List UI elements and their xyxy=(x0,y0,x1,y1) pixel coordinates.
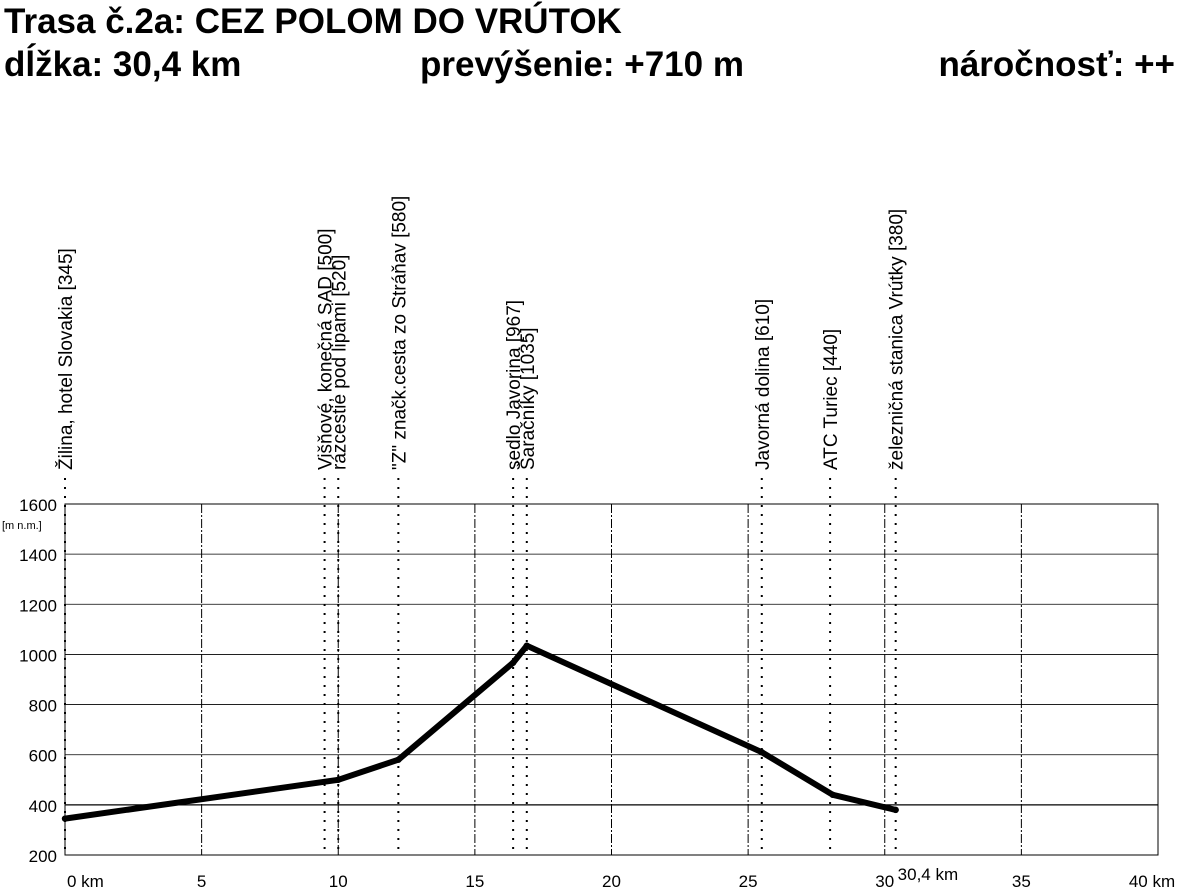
axis-ticks: 200 400 600 800 1000 1200 1400 1600 [m n.m.] 0 km… xyxy=(2,496,1175,888)
waypoint-label: železničná stanica Vrútky [380] xyxy=(887,209,908,470)
x-tick-label: 5 xyxy=(197,872,206,888)
waypoint-label: Žilina, hotel Slovakia [345] xyxy=(55,248,77,470)
y-tick-label: 800 xyxy=(29,697,57,716)
route-end-label: 30,4 km xyxy=(898,865,958,884)
waypoint-labels: Žilina, hotel Slovakia [345] Višňové, kon… xyxy=(55,196,908,470)
route-title: Trasa č.2a: CEZ POLOM DO VRÚTOK xyxy=(4,2,622,41)
route-elevation-gain: prevýšenie: +710 m xyxy=(420,45,744,84)
chart-grid xyxy=(64,503,1159,856)
elevation-point xyxy=(523,642,530,649)
route-difficulty: náročnosť: ++ xyxy=(938,45,1175,84)
elevation-point xyxy=(892,806,899,814)
y-tick-label: 1400 xyxy=(19,546,57,565)
elevation-point xyxy=(395,756,402,763)
y-tick-label: 1200 xyxy=(19,596,57,615)
x-tick-label: 40 km xyxy=(1129,872,1175,888)
x-tick-label: 25 xyxy=(739,872,758,888)
y-tick-label: 400 xyxy=(29,797,57,816)
elevation-series-line xyxy=(62,642,899,822)
y-axis-unit-label: [m n.m.] xyxy=(2,520,42,532)
waypoint-label: sedlo Javorina [967] xyxy=(504,300,525,470)
waypoint-label: rázcestie pod lipami [520] xyxy=(329,255,350,470)
route-length: dĺžka: 30,4 km xyxy=(4,45,242,84)
waypoint-label: Višňové, konečná SAD [500] xyxy=(316,228,337,470)
y-tick-label: 200 xyxy=(29,847,57,866)
x-tick-label: 30 xyxy=(875,872,894,888)
elevation-point xyxy=(829,791,837,799)
elevation-profile-line xyxy=(61,642,899,822)
elevation-point xyxy=(61,815,69,822)
elevation-point xyxy=(758,749,765,756)
x-tick-label: 20 xyxy=(602,872,621,888)
y-tick-label: 1600 xyxy=(19,496,57,515)
waypoint-label: "Z" značk.cesta zo Stráňav [580] xyxy=(389,196,410,470)
waypoint-label: Javorná dolina [610] xyxy=(753,299,774,470)
elevation-point xyxy=(509,659,517,666)
waypoint-label: ATC Turiec [440] xyxy=(821,329,842,470)
x-tick-label: 0 km xyxy=(67,872,104,888)
waypoint-label: Šaračníky [1035] xyxy=(517,327,539,470)
elevation-point xyxy=(335,776,342,783)
y-tick-label: 600 xyxy=(29,747,57,766)
x-tick-label: 15 xyxy=(465,872,484,888)
y-tick-label: 1000 xyxy=(19,646,57,665)
x-tick-label: 35 xyxy=(1012,872,1031,888)
x-tick-label: 10 xyxy=(329,872,348,888)
